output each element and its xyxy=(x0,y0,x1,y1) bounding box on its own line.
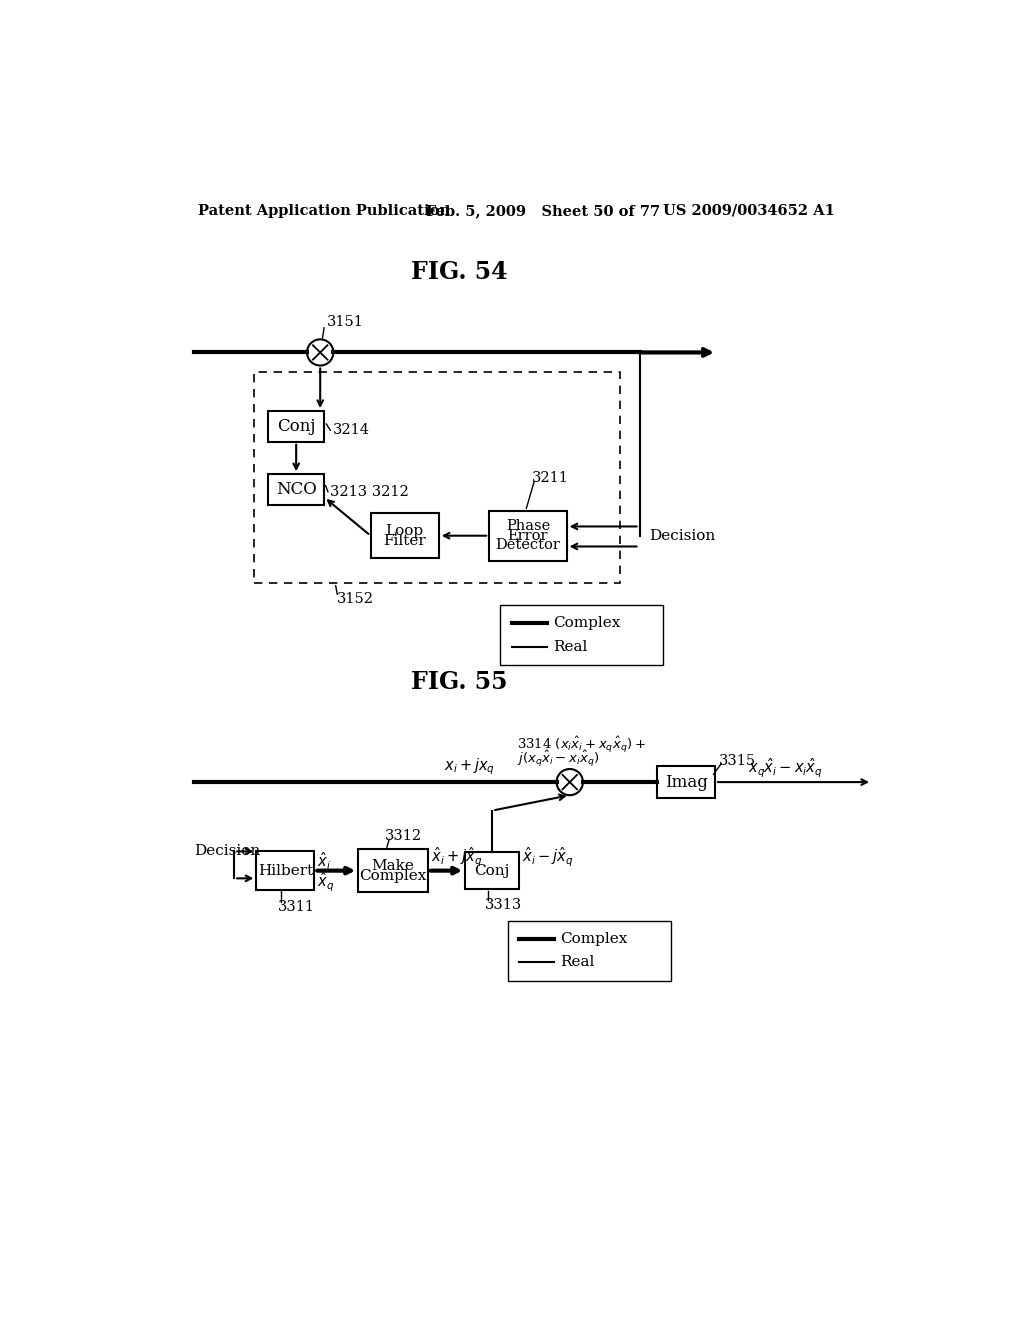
Text: Patent Application Publication: Patent Application Publication xyxy=(198,203,450,218)
Text: 3214: 3214 xyxy=(334,424,371,437)
Bar xyxy=(358,850,428,892)
Bar xyxy=(500,605,663,665)
Text: 3313: 3313 xyxy=(484,898,522,912)
Bar xyxy=(508,921,671,981)
Bar xyxy=(371,513,438,558)
Text: 3311: 3311 xyxy=(278,900,314,913)
Text: $x_q\hat{x}_i - x_i\hat{x}_q$: $x_q\hat{x}_i - x_i\hat{x}_q$ xyxy=(748,756,823,780)
Text: $j(x_q\hat{x}_i - x_i\hat{x}_q)$: $j(x_q\hat{x}_i - x_i\hat{x}_q)$ xyxy=(517,748,600,770)
Bar xyxy=(254,372,621,583)
Text: Real: Real xyxy=(560,956,595,969)
Text: 3152: 3152 xyxy=(337,591,374,606)
Text: Detector: Detector xyxy=(496,539,560,552)
Text: Decision: Decision xyxy=(194,845,260,858)
Text: Complex: Complex xyxy=(560,932,628,946)
Text: Hilbert: Hilbert xyxy=(258,863,313,878)
Text: 3312: 3312 xyxy=(385,829,423,842)
Text: 3213 3212: 3213 3212 xyxy=(331,484,409,499)
Text: Conj: Conj xyxy=(474,863,510,878)
Text: Complex: Complex xyxy=(553,616,621,631)
Text: Phase: Phase xyxy=(506,519,550,533)
Bar xyxy=(657,766,715,799)
Bar xyxy=(268,411,324,442)
Text: Imag: Imag xyxy=(665,774,708,791)
Bar xyxy=(489,511,566,561)
Text: 3211: 3211 xyxy=(531,471,568,484)
Text: 3315: 3315 xyxy=(719,754,756,767)
Text: Error: Error xyxy=(508,529,548,543)
Text: $\hat{x}_i$: $\hat{x}_i$ xyxy=(317,850,332,873)
Text: Filter: Filter xyxy=(383,533,426,548)
Text: NCO: NCO xyxy=(275,480,316,498)
Bar xyxy=(465,853,519,890)
Text: Make: Make xyxy=(372,858,415,873)
Text: Feb. 5, 2009   Sheet 50 of 77: Feb. 5, 2009 Sheet 50 of 77 xyxy=(426,203,660,218)
Text: Decision: Decision xyxy=(649,529,715,543)
Bar xyxy=(256,851,314,890)
Text: Loop: Loop xyxy=(386,524,424,537)
Text: Real: Real xyxy=(553,640,587,653)
Text: FIG. 55: FIG. 55 xyxy=(411,671,507,694)
Text: 3151: 3151 xyxy=(327,315,364,330)
Text: FIG. 54: FIG. 54 xyxy=(411,260,508,284)
Text: US 2009/0034652 A1: US 2009/0034652 A1 xyxy=(663,203,835,218)
Text: $\hat{x}_i-j\hat{x}_q$: $\hat{x}_i-j\hat{x}_q$ xyxy=(522,845,573,869)
Text: $\hat{x}_q$: $\hat{x}_q$ xyxy=(317,870,335,894)
Text: 3314 $(x_i\hat{x}_i+x_q\hat{x}_q)+$: 3314 $(x_i\hat{x}_i+x_q\hat{x}_q)+$ xyxy=(517,735,646,755)
Text: Conj: Conj xyxy=(276,418,315,434)
Text: $\hat{x}_i+j\hat{x}_q$: $\hat{x}_i+j\hat{x}_q$ xyxy=(431,845,482,869)
Text: $x_i+jx_q$: $x_i+jx_q$ xyxy=(444,756,496,777)
Text: Complex: Complex xyxy=(359,869,427,883)
Bar xyxy=(268,474,324,506)
